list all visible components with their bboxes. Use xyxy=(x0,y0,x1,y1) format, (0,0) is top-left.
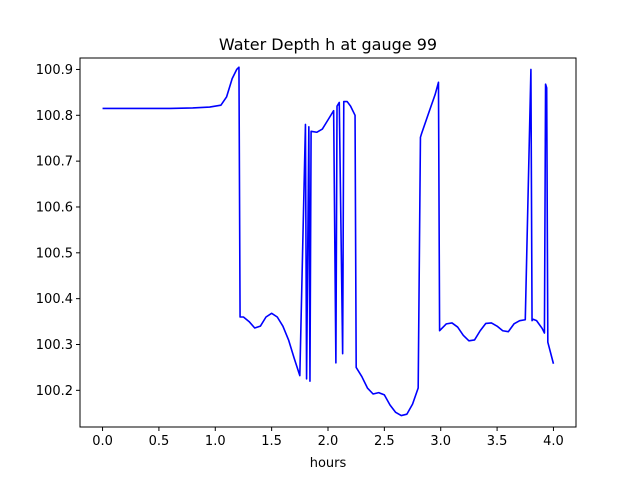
x-tick-label: 4.0 xyxy=(543,434,564,449)
y-tick-label: 100.6 xyxy=(36,200,73,215)
x-tick-label: 2.5 xyxy=(374,434,395,449)
y-tick-label: 100.4 xyxy=(36,292,73,307)
x-tick-label: 3.0 xyxy=(430,434,451,449)
x-tick-label: 1.5 xyxy=(261,434,282,449)
y-tick-label: 100.2 xyxy=(36,384,73,399)
y-tick-label: 100.8 xyxy=(36,109,73,124)
chart-title: Water Depth h at gauge 99 xyxy=(219,35,437,54)
y-tick-label: 100.9 xyxy=(36,63,73,78)
y-tick-label: 100.3 xyxy=(36,338,73,353)
x-axis-label: hours xyxy=(310,456,347,471)
x-tick-label: 0.5 xyxy=(149,434,170,449)
x-tick-label: 0.0 xyxy=(92,434,113,449)
x-tick-label: 3.5 xyxy=(487,434,508,449)
y-tick-label: 100.7 xyxy=(36,155,73,170)
y-tick-label: 100.5 xyxy=(36,246,73,261)
series-line-0 xyxy=(102,66,555,417)
x-tick-label: 2.0 xyxy=(318,434,339,449)
plot-area: 0.0 0.5 1.0 1.5 2.0 2.5 3.0 3.5 4.0 100.2 100.3 100… xyxy=(36,57,577,449)
x-tick-label: 1.0 xyxy=(205,434,226,449)
